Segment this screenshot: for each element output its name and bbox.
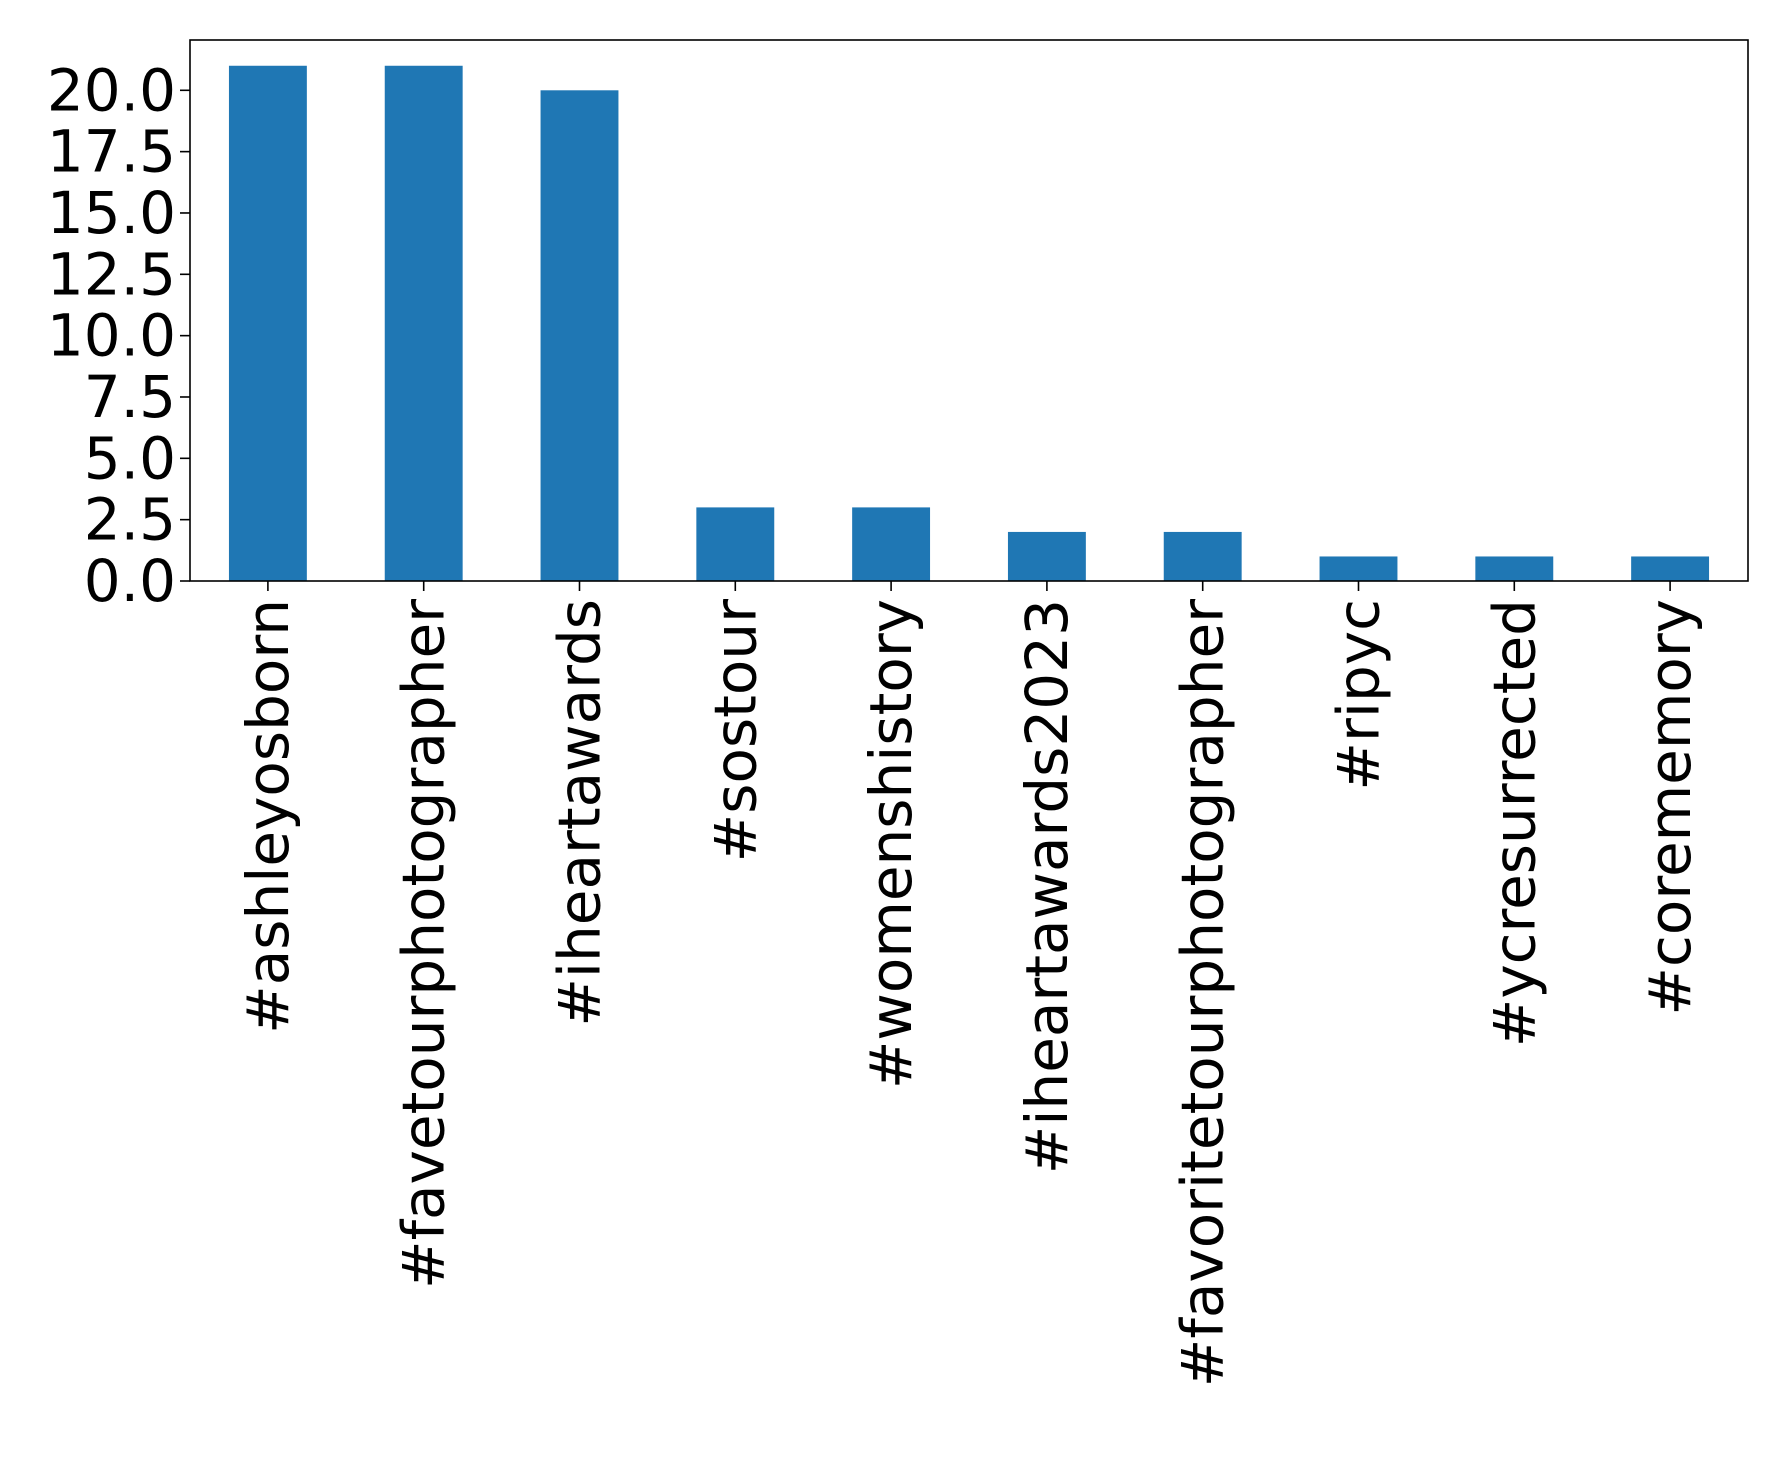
x-tick-label: #favoritetourphotographer [1169,599,1237,1387]
plot-frame [189,39,1749,582]
bars-group [228,65,1710,581]
x-tick-label: #corememory [1636,599,1704,1016]
y-tick-label: 12.5 [47,240,176,308]
y-tick-label: 10.0 [47,302,176,370]
x-tick-label: #sostour [701,599,769,863]
bar-iheartawards2023 [1007,531,1086,581]
bar-favetourphotographer [384,65,463,581]
x-tick-label: #ashleyosborn [234,599,302,1034]
y-tick-label: 0.0 [84,547,176,615]
bar-corememory [1631,556,1710,581]
bar-ycresurrected [1475,556,1554,581]
y-tick-label: 2.5 [84,486,176,554]
bar-sostour [696,507,775,581]
bar-favoritetourphotographer [1163,531,1242,581]
y-tick-label: 5.0 [84,424,176,492]
y-tick-label: 7.5 [84,363,176,431]
x-axis: #ashleyosborn #favetourphotographer #ihear… [234,581,1704,1387]
y-tick-label: 15.0 [47,179,176,247]
y-tick-label: 20.0 [47,56,176,124]
x-tick-label: #favetourphotographer [390,599,458,1289]
x-tick-label: #ripyc [1325,599,1393,791]
bar-iheartawards [540,90,619,581]
y-axis: 0.02.55.07.510.012.515.017.520.0 [47,56,190,615]
x-tick-label: #iheartawards [546,599,614,1027]
bar-ripyc [1319,556,1398,581]
x-tick-label: #womenshistory [857,599,925,1089]
x-tick-label: #ycresurrected [1480,599,1548,1047]
x-tick-label: #iheartawards2023 [1013,599,1081,1174]
bar-womenshistory [852,507,931,581]
bar-ashleyosborn [228,65,307,581]
y-tick-label: 17.5 [47,118,176,186]
